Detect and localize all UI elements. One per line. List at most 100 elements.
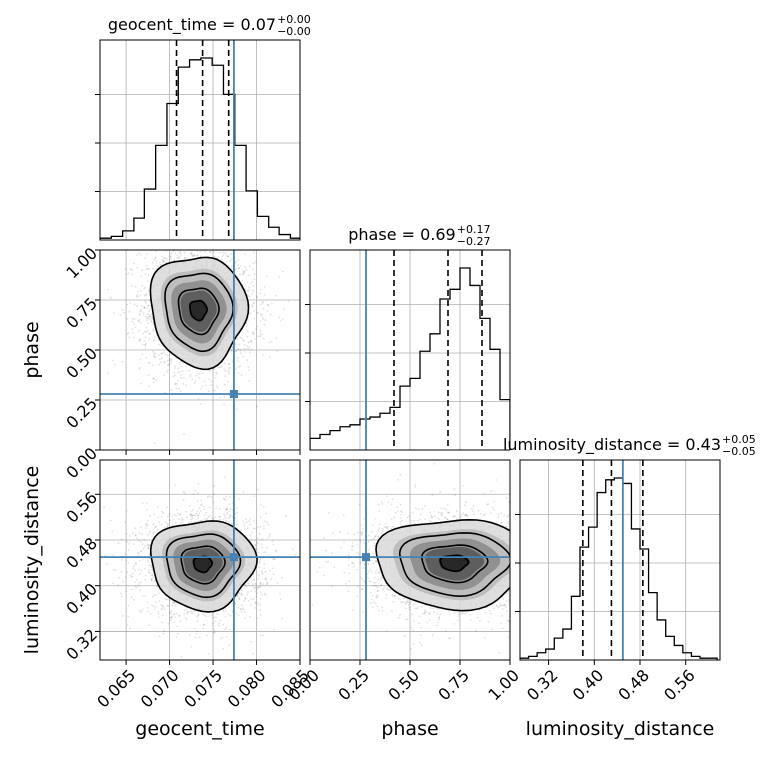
sample-point — [196, 253, 199, 256]
sample-point — [136, 296, 139, 298]
sample-point — [183, 251, 186, 254]
sample-point — [249, 351, 251, 354]
sample-point — [146, 543, 149, 546]
sample-point — [133, 262, 135, 265]
sample-point — [231, 523, 233, 525]
sample-point — [138, 320, 140, 323]
sample-point — [240, 353, 242, 355]
sample-point — [225, 609, 227, 612]
sample-point — [194, 515, 197, 517]
sample-point — [144, 300, 146, 302]
sample-point — [226, 508, 229, 511]
sample-point — [191, 612, 194, 615]
sample-point — [178, 517, 180, 520]
sample-point — [200, 499, 203, 502]
sample-point — [215, 233, 217, 235]
sample-point — [154, 526, 157, 528]
sample-point — [241, 279, 244, 282]
sample-point — [268, 533, 271, 535]
sample-point — [253, 338, 256, 341]
sample-point — [125, 559, 128, 562]
sample-point — [144, 257, 147, 259]
sample-point — [244, 583, 247, 586]
sample-point — [143, 306, 146, 309]
sample-point — [247, 286, 250, 289]
sample-point — [169, 512, 171, 515]
sample-point — [234, 603, 237, 605]
sample-point — [253, 302, 255, 305]
histogram-step-phase — [310, 267, 510, 450]
sample-point — [208, 390, 210, 393]
sample-point — [210, 496, 213, 498]
sample-point — [141, 304, 143, 307]
sample-point — [240, 594, 243, 597]
sample-point — [156, 585, 159, 588]
sample-point — [265, 583, 268, 585]
sample-point — [153, 355, 156, 358]
sample-point — [221, 258, 223, 261]
sample-point — [127, 272, 130, 275]
sample-point — [225, 519, 227, 522]
sample-point — [148, 315, 151, 318]
sample-point — [151, 261, 154, 264]
sample-point — [196, 616, 198, 618]
sample-point — [174, 605, 177, 607]
sample-point — [265, 577, 267, 580]
sample-point — [140, 581, 143, 584]
sample-point — [276, 582, 279, 584]
sample-point — [268, 341, 271, 344]
sample-point — [261, 354, 264, 356]
sample-point — [180, 519, 183, 521]
sample-point — [130, 576, 133, 578]
sample-point — [144, 579, 147, 581]
sample-point — [144, 527, 147, 530]
sample-point — [261, 572, 263, 574]
sample-point — [176, 632, 179, 635]
sample-point — [194, 255, 196, 257]
sample-point — [148, 337, 151, 340]
sample-point — [223, 476, 226, 479]
sample-point — [261, 573, 264, 576]
sample-point — [260, 570, 263, 573]
sample-point — [213, 629, 216, 631]
sample-point — [258, 566, 261, 569]
sample-point — [176, 257, 179, 259]
sample-point — [139, 338, 142, 341]
sample-point — [169, 256, 172, 258]
sample-point — [183, 243, 185, 245]
sample-point — [258, 586, 261, 589]
sample-point — [174, 252, 177, 254]
sample-point — [198, 507, 201, 509]
sample-point — [236, 523, 238, 526]
sample-point — [238, 597, 241, 600]
sample-point — [134, 285, 137, 288]
sample-point — [144, 347, 147, 349]
sample-point — [189, 610, 192, 613]
sample-point — [202, 372, 204, 374]
sample-point — [205, 511, 207, 514]
sample-point — [141, 284, 144, 287]
sample-point — [158, 635, 161, 638]
sample-point — [246, 289, 249, 292]
sample-point — [254, 601, 257, 604]
sample-point — [213, 631, 216, 633]
sample-point — [189, 375, 192, 378]
sample-point — [239, 273, 242, 276]
sample-point — [113, 312, 115, 314]
sample-point — [259, 614, 262, 616]
sample-point — [257, 312, 260, 314]
sample-point — [142, 314, 145, 316]
sample-point — [139, 541, 142, 543]
sample-point — [136, 319, 139, 322]
sample-point — [301, 554, 303, 556]
sample-point — [127, 615, 130, 618]
sample-point — [139, 589, 142, 592]
sample-point — [139, 611, 142, 614]
sample-point — [244, 597, 247, 600]
sample-point — [187, 522, 190, 524]
sample-point — [250, 590, 253, 592]
sample-point — [168, 599, 171, 602]
sample-point — [174, 383, 177, 385]
sample-point — [167, 623, 170, 625]
sample-point — [150, 319, 153, 322]
